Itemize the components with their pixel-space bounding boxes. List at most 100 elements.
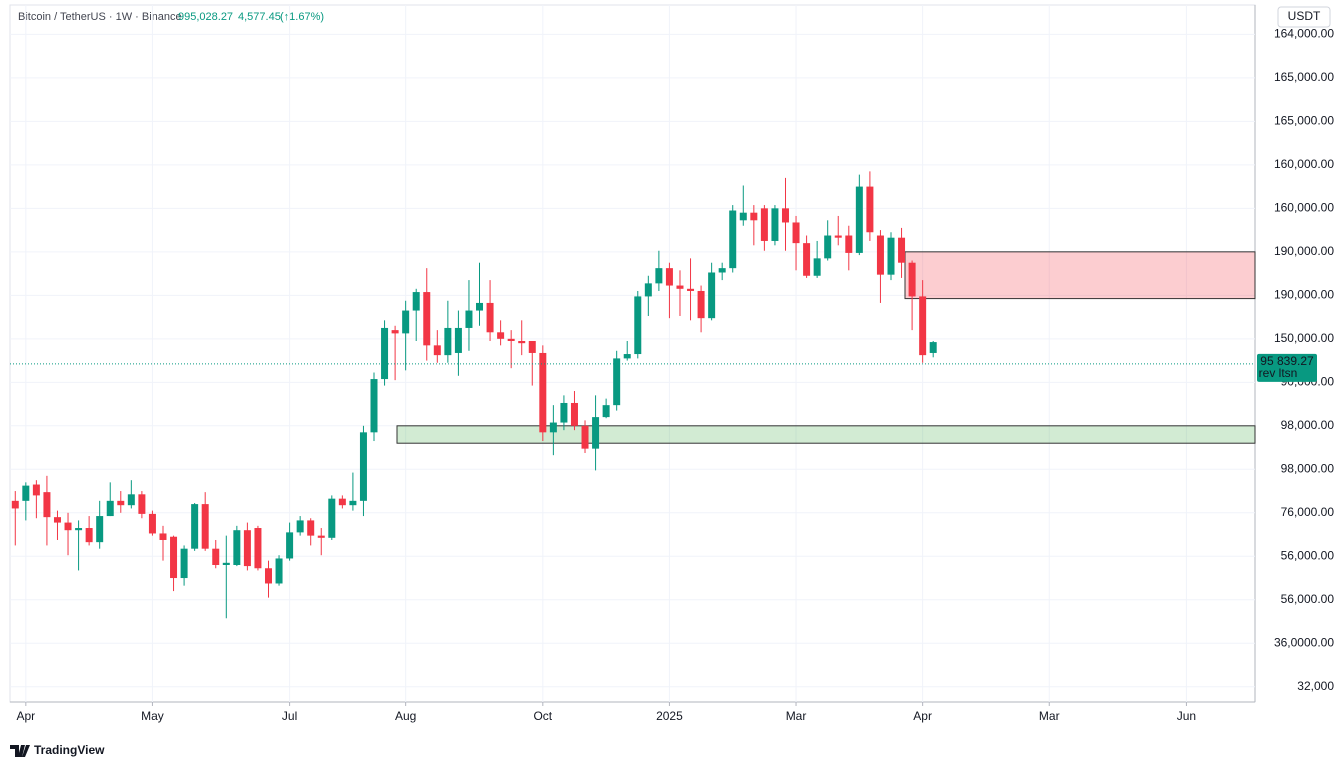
candle-body bbox=[676, 285, 684, 289]
candle-body bbox=[665, 268, 673, 286]
candle-body bbox=[338, 498, 346, 506]
candle-body bbox=[75, 528, 83, 531]
candle-body bbox=[518, 340, 526, 344]
price: 995,028.27 bbox=[178, 11, 233, 23]
currency-box[interactable] bbox=[1277, 6, 1331, 28]
candle-body bbox=[507, 338, 515, 341]
y-tick-label: 150,000.00 bbox=[1274, 331, 1334, 345]
candle-body bbox=[191, 504, 199, 549]
price-tag-value: 95 839.27 bbox=[1260, 354, 1314, 368]
candle-body bbox=[53, 517, 61, 523]
candle-body bbox=[929, 342, 937, 353]
candle-body bbox=[613, 358, 621, 406]
candle-body bbox=[465, 310, 473, 328]
candle-body bbox=[286, 532, 294, 559]
y-tick-label: 32,000 bbox=[1297, 679, 1334, 693]
candle-body bbox=[254, 528, 262, 569]
candle-body bbox=[845, 235, 853, 253]
y-tick-label: 76,000.00 bbox=[1281, 505, 1335, 519]
candle-body bbox=[803, 243, 811, 276]
candle-body bbox=[570, 402, 578, 426]
candle-body bbox=[708, 272, 716, 319]
brand: TradingView bbox=[34, 743, 105, 757]
candle-body bbox=[233, 530, 241, 565]
candle-body bbox=[739, 212, 747, 221]
candle-body bbox=[391, 330, 399, 334]
candle-body bbox=[528, 340, 536, 353]
x-tick-label: Jun bbox=[1177, 709, 1196, 723]
symbol: Bitcoin / TetherUS · 1W · Binance bbox=[18, 11, 182, 23]
y-tick-label: 160,000.00 bbox=[1274, 157, 1334, 171]
candle-body bbox=[876, 235, 884, 275]
price-zone bbox=[904, 251, 1256, 300]
y-tick-label: 56,000.00 bbox=[1281, 548, 1335, 562]
candle-body bbox=[64, 522, 72, 531]
candle-body bbox=[381, 327, 389, 380]
brand-logo: TradingView bbox=[10, 743, 105, 757]
candle-body bbox=[22, 485, 30, 501]
candle-body bbox=[919, 296, 927, 356]
x-tick-label: Mar bbox=[1039, 709, 1060, 723]
candle-body bbox=[644, 283, 652, 297]
candle-body bbox=[760, 208, 768, 241]
y-tick-label: 36,0000.00 bbox=[1274, 635, 1334, 649]
candle-body bbox=[581, 425, 589, 449]
logo-mark bbox=[10, 745, 30, 757]
candle-body bbox=[296, 520, 304, 533]
candle-body bbox=[264, 568, 272, 584]
candle-body bbox=[138, 494, 146, 514]
candle-body bbox=[729, 210, 737, 269]
candle-body bbox=[549, 422, 557, 433]
y-tick-label: 164,000.00 bbox=[1274, 27, 1334, 41]
candle-body bbox=[813, 258, 821, 276]
candle-body bbox=[43, 492, 51, 518]
candle-body bbox=[349, 500, 357, 506]
y-tick-label: 98,000.00 bbox=[1281, 461, 1335, 475]
price-tag bbox=[1257, 353, 1317, 382]
y-tick-label: 190,000.00 bbox=[1274, 287, 1334, 301]
candle-body bbox=[623, 354, 631, 359]
candle-body bbox=[634, 296, 642, 355]
candle-body bbox=[402, 310, 410, 334]
candle-body bbox=[687, 288, 695, 291]
candle-body bbox=[212, 548, 220, 565]
candle-body bbox=[898, 237, 906, 263]
y-tick-label: 98,000.00 bbox=[1281, 418, 1335, 432]
candle-body bbox=[11, 500, 19, 509]
y-tick-label: 165,000.00 bbox=[1274, 70, 1334, 84]
candle-body bbox=[85, 528, 93, 543]
candle-body bbox=[718, 268, 726, 273]
candle-body bbox=[180, 548, 188, 579]
candle-body bbox=[454, 327, 462, 353]
candle-body bbox=[486, 302, 494, 333]
y-tick-label: 165,000.00 bbox=[1274, 114, 1334, 128]
candle-body bbox=[497, 332, 505, 339]
price-tag-sub: rev ltsn bbox=[1259, 366, 1298, 380]
candle-body bbox=[275, 558, 283, 584]
candle-body bbox=[781, 208, 789, 223]
candle-body bbox=[307, 520, 315, 536]
candle-body bbox=[750, 212, 758, 221]
candle-body bbox=[560, 402, 568, 423]
candle-body bbox=[201, 504, 209, 549]
candle-body bbox=[359, 432, 367, 501]
candle-body bbox=[170, 536, 178, 579]
x-tick-label: Mar bbox=[786, 709, 807, 723]
candle-body bbox=[655, 268, 663, 284]
x-tick-label: Oct bbox=[533, 709, 552, 723]
candle-body bbox=[243, 530, 251, 567]
candle-body bbox=[824, 235, 832, 259]
candle-body bbox=[317, 535, 325, 538]
change-pct: (↑1.67%) bbox=[280, 11, 324, 23]
candle-body bbox=[908, 262, 916, 297]
candle-body bbox=[32, 484, 40, 496]
candle-body bbox=[697, 290, 705, 319]
candle-body bbox=[887, 237, 895, 275]
candle-body bbox=[866, 186, 874, 233]
candle-body bbox=[771, 208, 779, 241]
candle-body bbox=[423, 292, 431, 346]
candle-body bbox=[148, 513, 156, 534]
candle-body bbox=[476, 302, 484, 311]
